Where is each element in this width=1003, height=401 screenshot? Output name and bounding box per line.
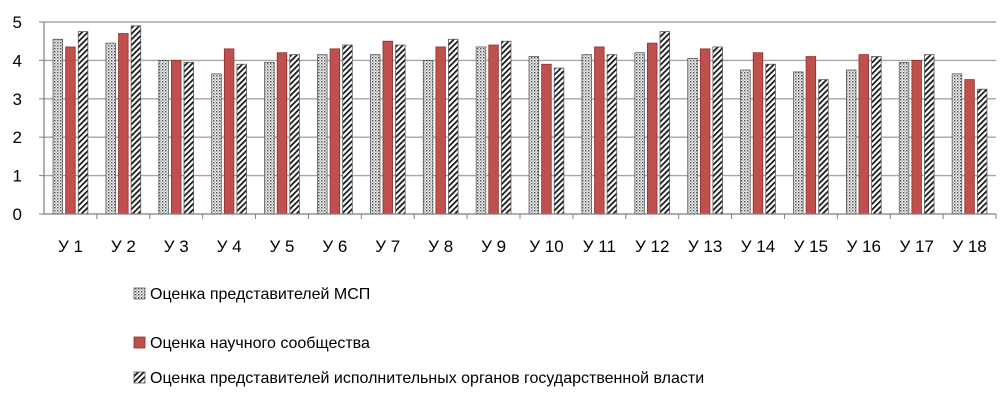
bar-series-3-14 bbox=[765, 63, 776, 215]
bar-series-1-14 bbox=[740, 69, 751, 215]
legend-label: Оценка научного сообщества bbox=[150, 335, 370, 352]
bar-series-3-11 bbox=[606, 54, 618, 215]
bar-series-3-7 bbox=[395, 44, 406, 215]
legend-item-1: Оценка представителей МСП bbox=[133, 286, 370, 303]
bar-series-1-10 bbox=[528, 56, 540, 215]
y-tick-label: 1 bbox=[13, 167, 22, 186]
y-tick-label: 0 bbox=[13, 205, 22, 224]
bar-series-3-5 bbox=[289, 54, 300, 215]
bar-series-3-9 bbox=[500, 40, 512, 215]
bar-series-1-18 bbox=[951, 73, 963, 215]
bar-series-3-12 bbox=[659, 31, 671, 215]
bar-series-3-1 bbox=[77, 31, 89, 215]
bar-series-2-10 bbox=[541, 63, 552, 215]
x-tick-label: У 9 bbox=[481, 237, 506, 256]
x-tick-label: У 1 bbox=[58, 237, 83, 256]
bar-series-3-13 bbox=[712, 46, 723, 215]
bar-series-3-4 bbox=[236, 63, 247, 215]
bar-series-2-15 bbox=[805, 56, 817, 215]
bar-series-1-12 bbox=[634, 52, 645, 215]
bar-series-1-15 bbox=[793, 71, 804, 215]
bar-series-3-17 bbox=[924, 54, 935, 215]
bar-series-3-3 bbox=[183, 61, 195, 215]
bar-series-3-6 bbox=[342, 44, 353, 215]
x-tick-label: У 11 bbox=[583, 237, 616, 256]
bar-series-2-2 bbox=[118, 33, 129, 215]
bar-series-3-15 bbox=[818, 79, 829, 215]
bars bbox=[52, 25, 988, 215]
x-tick-label: У 4 bbox=[217, 237, 242, 256]
y-tick-label: 4 bbox=[13, 51, 22, 70]
x-tick-label: У 2 bbox=[111, 237, 136, 256]
y-tick-label: 3 bbox=[13, 90, 22, 109]
bar-series-2-18 bbox=[964, 79, 975, 215]
bar-series-2-4 bbox=[223, 48, 235, 215]
x-tick-label: У 16 bbox=[847, 237, 881, 256]
bar-series-2-17 bbox=[911, 60, 922, 215]
legend-label: Оценка представителей исполнительных орг… bbox=[150, 370, 704, 387]
bar-series-3-18 bbox=[976, 88, 988, 215]
x-tick-label: У 17 bbox=[899, 237, 933, 256]
y-tick-label: 2 bbox=[13, 128, 22, 147]
bar-series-3-10 bbox=[553, 67, 565, 215]
x-tick-label: У 12 bbox=[635, 237, 669, 256]
bar-series-2-3 bbox=[171, 60, 182, 215]
x-tick-label: У 10 bbox=[529, 237, 563, 256]
bar-series-1-5 bbox=[264, 61, 275, 215]
axes: 0 1 2 3 4 5 У 1 У 2 У 3 У 4 У 5 У 6 У 7 У 8 У 9 У 10 У 1… bbox=[13, 13, 997, 256]
bar-series-3-16 bbox=[871, 56, 882, 215]
legend-item-3: Оценка представителей исполнительных орг… bbox=[133, 370, 704, 387]
bar-series-1-9 bbox=[475, 46, 487, 215]
bar-series-2-1 bbox=[65, 46, 76, 215]
x-tick-label: У 13 bbox=[688, 237, 722, 256]
bar-series-1-8 bbox=[422, 60, 434, 215]
bar-series-3-2 bbox=[130, 25, 142, 215]
legend-swatch bbox=[133, 371, 146, 384]
bar-series-2-16 bbox=[858, 54, 869, 215]
bar-series-3-8 bbox=[448, 38, 459, 215]
bar-series-2-9 bbox=[488, 44, 499, 215]
bar-series-2-12 bbox=[647, 42, 658, 215]
legend-swatch bbox=[133, 336, 146, 349]
legend-swatch bbox=[133, 287, 146, 300]
bar-series-1-16 bbox=[845, 69, 857, 215]
legend-label: Оценка представителей МСП bbox=[150, 286, 370, 303]
x-tick-label: У 14 bbox=[741, 237, 775, 256]
bar-series-2-8 bbox=[435, 46, 446, 215]
x-tick-label: У 8 bbox=[428, 237, 453, 256]
x-tick-label: У 18 bbox=[952, 237, 986, 256]
x-tick-label: У 5 bbox=[270, 237, 295, 256]
bar-series-2-6 bbox=[329, 48, 341, 215]
legend-item-2: Оценка научного сообщества bbox=[133, 335, 370, 352]
legend: Оценка представителей МСП Оценка научного… bbox=[133, 286, 704, 387]
x-tick-label: У 15 bbox=[794, 237, 828, 256]
x-tick-label: У 7 bbox=[375, 237, 400, 256]
bar-series-1-1 bbox=[52, 38, 64, 215]
y-tick-label: 5 bbox=[13, 13, 22, 32]
bar-series-1-2 bbox=[105, 42, 116, 215]
x-tick-label: У 3 bbox=[164, 237, 189, 256]
bar-series-1-4 bbox=[211, 73, 222, 215]
bar-series-2-11 bbox=[594, 46, 605, 215]
bar-series-2-7 bbox=[382, 40, 393, 215]
bar-series-1-11 bbox=[581, 54, 592, 215]
grid-lines bbox=[44, 21, 996, 177]
bar-series-1-13 bbox=[687, 58, 698, 215]
bar-series-2-13 bbox=[699, 48, 711, 215]
bar-series-1-17 bbox=[898, 61, 910, 215]
bar-series-2-14 bbox=[752, 52, 764, 215]
bar-series-1-6 bbox=[317, 54, 328, 215]
bar-series-1-7 bbox=[369, 54, 381, 215]
x-tick-label: У 6 bbox=[322, 237, 347, 256]
bar-series-2-5 bbox=[276, 52, 288, 215]
bar-series-1-3 bbox=[158, 60, 169, 215]
